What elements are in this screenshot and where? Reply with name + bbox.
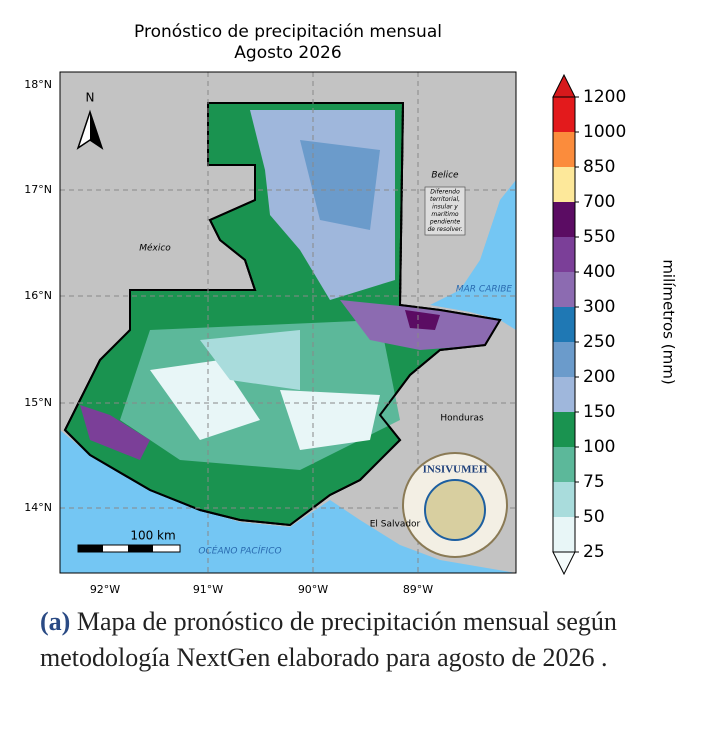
note-box bbox=[424, 186, 466, 236]
logo bbox=[424, 479, 486, 541]
lon-label: 89°W bbox=[403, 583, 433, 596]
lon-label: 92°W bbox=[90, 583, 120, 596]
figure: 25 50 75 100 150 200 250 300 400 550 700 850 1000 120… bbox=[24, 22, 678, 596]
place-label: Belice bbox=[431, 171, 459, 181]
colorbar-tick-label: 550 bbox=[583, 227, 615, 247]
colorbar-bin bbox=[553, 412, 575, 447]
labels: Pronóstico de precipitación mensualAgost… bbox=[24, 22, 512, 596]
border bbox=[63, 102, 502, 527]
north-label: N bbox=[86, 91, 95, 105]
colorbar-tick-label: 850 bbox=[583, 157, 615, 177]
place-label: México bbox=[139, 243, 171, 254]
map-frame bbox=[59, 71, 517, 574]
colorbar-tick-label: 75 bbox=[583, 472, 605, 492]
caption-text: Mapa de pronóstico de precipitación mens… bbox=[40, 607, 617, 672]
colorbar-tick-label: 400 bbox=[583, 262, 615, 282]
colorbar-tick-label: 1000 bbox=[583, 122, 626, 142]
colorbar-frame bbox=[552, 96, 576, 553]
colorbar-tick-label: 50 bbox=[583, 507, 605, 527]
colorbar-bin bbox=[553, 97, 575, 132]
north-arrow bbox=[90, 112, 102, 148]
colorbar-tick-label: 700 bbox=[583, 192, 615, 212]
colorbar-bin bbox=[553, 237, 575, 272]
colorbar-bin bbox=[553, 167, 575, 202]
colorbar-bin bbox=[553, 482, 575, 517]
dispute-note: Diferendo bbox=[430, 189, 460, 196]
title: Pronóstico de precipitación mensual bbox=[134, 22, 442, 42]
colorbar-bin bbox=[553, 272, 575, 307]
pacific-ocean bbox=[60, 430, 516, 573]
rain-zone bbox=[80, 405, 150, 460]
caption-label: (a) bbox=[40, 607, 71, 636]
dispute-note: pendiente bbox=[429, 219, 461, 226]
caption: (a) Mapa de pronóstico de precipitación … bbox=[40, 604, 680, 676]
logo-text: INSIVUMEH bbox=[423, 464, 488, 476]
colorbar-tick-label: 100 bbox=[583, 437, 615, 457]
rain-zone bbox=[300, 140, 380, 230]
colorbar-bin bbox=[553, 307, 575, 342]
dispute-note: marítimo bbox=[431, 211, 459, 218]
place-label: OCÉANO PACÍFICO bbox=[198, 545, 281, 557]
belize-border bbox=[399, 102, 404, 306]
colorbar-tick-label: 150 bbox=[583, 402, 615, 422]
colorbar-tick-label: 1200 bbox=[583, 87, 626, 107]
lat-label: 18°N bbox=[24, 78, 52, 91]
scale-label: 100 km bbox=[130, 529, 175, 543]
colorbar-label: milímetros (mm) bbox=[660, 259, 678, 384]
colorbar: 25 50 75 100 150 200 250 300 400 550 700 850 1000 120… bbox=[552, 73, 678, 576]
place-label: El Salvador bbox=[370, 520, 421, 530]
colorbar-bin bbox=[553, 342, 575, 377]
lon-label: 91°W bbox=[193, 583, 223, 596]
scale-bar bbox=[128, 545, 153, 552]
scale-bar bbox=[78, 545, 103, 552]
place-label: Honduras bbox=[440, 414, 484, 424]
map bbox=[60, 72, 516, 573]
colorbar-bin bbox=[553, 202, 575, 237]
colorbar-bin bbox=[553, 517, 575, 552]
colorbar-tick-label: 300 bbox=[583, 297, 615, 317]
colorbar-bin bbox=[553, 447, 575, 482]
rain-zone bbox=[405, 310, 440, 330]
lat-label: 17°N bbox=[24, 183, 52, 196]
colorbar-over bbox=[552, 73, 576, 98]
dispute-note: insular y bbox=[432, 204, 458, 211]
colorbar-tick-label: 200 bbox=[583, 367, 615, 387]
rain-zone bbox=[200, 330, 300, 390]
title: Agosto 2026 bbox=[234, 43, 341, 63]
colorbar-bin bbox=[553, 377, 575, 412]
colorbar-under bbox=[552, 551, 576, 576]
colorbar-bin bbox=[553, 132, 575, 167]
lat-label: 16°N bbox=[24, 289, 52, 302]
colorbar-tick-label: 25 bbox=[583, 542, 605, 562]
colorbar-tick-label: 250 bbox=[583, 332, 615, 352]
dispute-note: de resolver. bbox=[427, 226, 462, 233]
lat-label: 15°N bbox=[24, 396, 52, 409]
lat-label: 14°N bbox=[24, 501, 52, 514]
place-label: MAR CARIBE bbox=[456, 285, 513, 295]
caribbean-sea bbox=[430, 180, 516, 330]
dispute-note: territorial, bbox=[430, 196, 460, 203]
lon-label: 90°W bbox=[298, 583, 328, 596]
